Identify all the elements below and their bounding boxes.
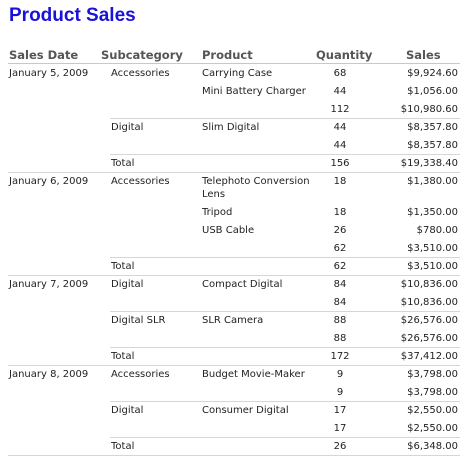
- sales-cell: $3,510.00: [407, 243, 458, 254]
- sales-cell: $3,510.00: [407, 261, 458, 272]
- sales-cell: $37,412.00: [400, 351, 458, 362]
- sales-cell: $1,056.00: [407, 86, 458, 97]
- sales-cell: $1,380.00: [407, 176, 458, 187]
- subcategory-divider: [110, 154, 460, 155]
- subcategory-cell: Accessories: [111, 68, 170, 79]
- quantity-cell: 112: [330, 104, 350, 115]
- sales-cell: $6,348.00: [407, 441, 458, 452]
- sales-cell: $2,550.00: [407, 405, 458, 416]
- sales-cell: $8,357.80: [407, 140, 458, 151]
- sales-cell: $780.00: [416, 225, 458, 236]
- quantity-cell: 88: [333, 333, 347, 344]
- sales-cell: $26,576.00: [400, 315, 458, 326]
- subcategory-cell: Digital: [111, 279, 144, 290]
- sales-cell: $10,836.00: [400, 279, 458, 290]
- subcategory-cell: Digital: [111, 405, 144, 416]
- total-label: Total: [111, 441, 135, 452]
- product-cell: SLR Camera: [202, 315, 264, 326]
- quantity-cell: 17: [333, 423, 347, 434]
- quantity-cell: 44: [333, 86, 347, 97]
- quantity-cell: 26: [333, 225, 347, 236]
- total-label: Total: [111, 158, 135, 169]
- column-header-subcategory: Subcategory: [101, 48, 183, 62]
- quantity-cell: 88: [333, 315, 347, 326]
- date-group-divider: [8, 275, 460, 276]
- sales-cell: $19,338.40: [400, 158, 458, 169]
- total-label: Total: [111, 261, 135, 272]
- sales-cell: $3,798.00: [407, 369, 458, 380]
- quantity-cell: 18: [333, 176, 347, 187]
- date-group-divider: [8, 172, 460, 173]
- product-cell: Consumer Digital: [202, 405, 289, 416]
- product-cell: Mini Battery Charger: [202, 86, 306, 97]
- sales-date-cell: January 7, 2009: [9, 279, 89, 290]
- sales-cell: $1,350.00: [407, 207, 458, 218]
- quantity-cell: 68: [333, 68, 347, 79]
- report-title: Product Sales: [9, 5, 136, 26]
- column-header-sales-date: Sales Date: [9, 48, 79, 62]
- sales-date-cell: January 5, 2009: [9, 68, 89, 79]
- product-cell: Carrying Case: [202, 68, 273, 79]
- subcategory-divider: [110, 347, 460, 348]
- sales-cell: $10,836.00: [400, 297, 458, 308]
- product-cell: Slim Digital: [202, 122, 260, 133]
- sales-date-cell: January 8, 2009: [9, 369, 89, 380]
- quantity-cell: 62: [333, 261, 347, 272]
- column-header-product: Product: [202, 48, 253, 62]
- date-group-divider: [8, 365, 460, 366]
- quantity-cell: 17: [333, 405, 347, 416]
- product-cell: Budget Movie-Maker: [202, 369, 305, 380]
- column-header-quantity: Quantity: [316, 48, 373, 62]
- sales-cell: $8,357.80: [407, 122, 458, 133]
- quantity-cell: 26: [333, 441, 347, 452]
- quantity-cell: 156: [330, 158, 350, 169]
- sales-cell: $26,576.00: [400, 333, 458, 344]
- sales-cell: $3,798.00: [407, 387, 458, 398]
- subcategory-divider: [110, 437, 460, 438]
- subcategory-divider: [110, 401, 460, 402]
- product-cell: Tripod: [202, 207, 233, 218]
- subcategory-divider: [110, 311, 460, 312]
- subcategory-cell: Accessories: [111, 176, 170, 187]
- quantity-cell: 172: [330, 351, 350, 362]
- product-cell: Compact Digital: [202, 279, 283, 290]
- quantity-cell: 9: [336, 369, 344, 380]
- quantity-cell: 18: [333, 207, 347, 218]
- quantity-cell: 9: [336, 387, 344, 398]
- sales-cell: $10,980.60: [400, 104, 458, 115]
- quantity-cell: 62: [333, 243, 347, 254]
- quantity-cell: 44: [333, 122, 347, 133]
- subcategory-cell: Digital: [111, 122, 144, 133]
- sales-cell: $2,550.00: [407, 423, 458, 434]
- product-cell: Telephoto Conversion Lens: [202, 176, 310, 200]
- quantity-cell: 84: [333, 279, 347, 290]
- subcategory-cell: Accessories: [111, 369, 170, 380]
- sales-date-cell: January 6, 2009: [9, 176, 89, 187]
- header-divider: [8, 63, 460, 64]
- quantity-cell: 84: [333, 297, 347, 308]
- sales-cell: $9,924.60: [407, 68, 458, 79]
- product-cell: USB Cable: [202, 225, 255, 236]
- total-label: Total: [111, 351, 135, 362]
- subcategory-divider: [110, 257, 460, 258]
- column-header-sales: Sales: [406, 48, 441, 62]
- quantity-cell: 44: [333, 140, 347, 151]
- subcategory-divider: [110, 118, 460, 119]
- subcategory-cell: Digital SLR: [111, 315, 166, 326]
